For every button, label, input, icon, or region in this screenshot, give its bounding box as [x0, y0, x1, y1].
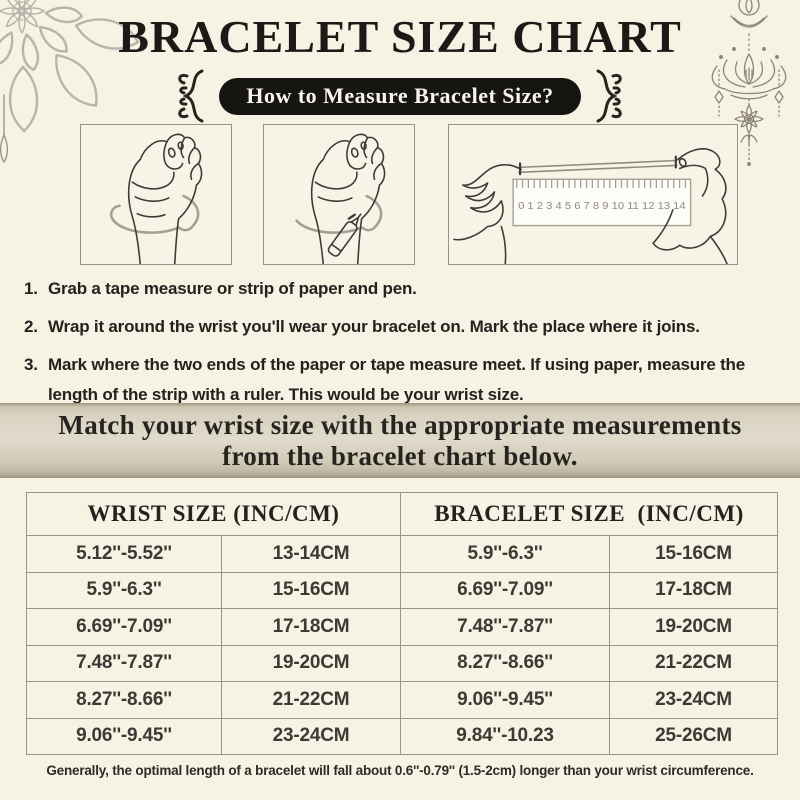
how-to-badge-row: How to Measure Bracelet Size?: [0, 69, 800, 123]
table-cell: 13-14CM: [222, 535, 401, 572]
how-to-measure-badge: How to Measure Bracelet Size?: [219, 77, 581, 115]
table-cell: 7.48''-7.87'': [27, 644, 222, 681]
step-number: 3.: [24, 355, 38, 374]
step-text: Grab a tape measure or strip of paper an…: [48, 279, 417, 298]
table-cell: 17-18CM: [610, 571, 777, 609]
instruction-steps: 1. Grab a tape measure or strip of paper…: [24, 274, 782, 418]
table-cell: 17-18CM: [222, 608, 401, 645]
table-cell: 25-26CM: [610, 717, 777, 755]
table-cell: 19-20CM: [222, 644, 401, 681]
table-cell: 6.69''-7.09'': [27, 608, 222, 645]
table-cell: 9.06''-9.45'': [27, 717, 222, 754]
footer-note: Generally, the optimal length of a brace…: [46, 763, 754, 778]
table-cell: 8.27''-8.66'': [401, 644, 610, 681]
table-cell: 15-16CM: [610, 535, 777, 572]
table-cell: 5.9''-6.3'': [27, 571, 222, 608]
step-text: Mark where the two ends of the paper or …: [48, 355, 745, 404]
size-table: WRIST SIZE (INC/CM) BRACELET SIZE (INC/C…: [26, 492, 778, 755]
lotus-ornament-icon: [711, 0, 787, 166]
page-title: BRACELET SIZE CHART: [118, 11, 682, 62]
table-cell: 5.12''-5.52'': [27, 535, 222, 572]
table-cell: 21-22CM: [222, 681, 401, 718]
table-cell: 8.27''-8.66'': [27, 681, 222, 718]
fist-pen-illustration: [263, 124, 415, 265]
table-cell: 19-20CM: [610, 608, 777, 645]
table-cell: 6.69''-7.09'': [401, 571, 610, 608]
step-number: 1.: [24, 279, 38, 298]
step-item: 2. Wrap it around the wrist you'll wear …: [24, 312, 782, 342]
table-cell: 15-16CM: [222, 571, 401, 608]
banner-line-2: from the bracelet chart below.: [222, 441, 578, 471]
table-cell: 7.48''-7.87'': [401, 608, 610, 645]
step-item: 1. Grab a tape measure or strip of paper…: [24, 274, 782, 304]
banner-line-1: Match your wrist size with the appropria…: [58, 410, 742, 440]
table-cell: 5.9''-6.3'': [401, 535, 610, 572]
fist-tape-illustration: [80, 124, 232, 265]
table-cell: 21-22CM: [610, 644, 777, 682]
table-header-bracelet-size: BRACELET SIZE (INC/CM): [434, 501, 744, 526]
mandala-corner-icon: [0, 0, 140, 164]
table-cell: 23-24CM: [222, 717, 401, 754]
table-header-wrist-size: WRIST SIZE (INC/CM): [27, 493, 401, 535]
step-item: 3. Mark where the two ends of the paper …: [24, 350, 782, 410]
ruler-scale-numbers: 0 1 2 3 4 5 6 7 8 9 10 11 12 13 14: [518, 201, 686, 212]
ruler-measure-illustration: 0 1 2 3 4 5 6 7 8 9 10 11 12 13 14: [448, 124, 738, 265]
step-text: Wrap it around the wrist you'll wear you…: [48, 317, 700, 336]
squiggle-right-icon: [596, 69, 622, 123]
measure-banner: Match your wrist size with the appropria…: [0, 403, 800, 478]
table-cell: 9.06''-9.45'': [401, 681, 610, 718]
step-number: 2.: [24, 317, 38, 336]
table-cell: 9.84''-10.23: [401, 717, 610, 754]
table-cell: 23-24CM: [610, 681, 777, 718]
squiggle-left-icon: [178, 69, 204, 123]
